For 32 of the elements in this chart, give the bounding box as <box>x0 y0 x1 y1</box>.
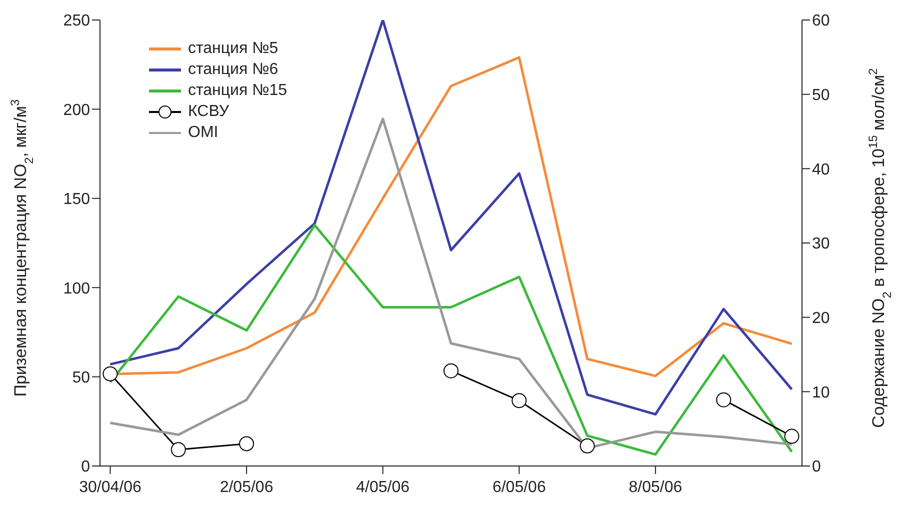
point <box>716 392 732 408</box>
x-tick-label: 30/04/06 <box>79 479 142 496</box>
point <box>444 363 458 378</box>
line-series <box>108 20 794 416</box>
y-tick-label: 50 <box>72 369 90 386</box>
point <box>102 366 118 382</box>
legend-label: станция №15 <box>187 81 288 101</box>
y2-tick-label: 40 <box>812 161 830 178</box>
y-tick-label: 150 <box>63 191 90 208</box>
x-tick-label: 8/05/06 <box>628 479 682 496</box>
x-tick-label: 4/05/06 <box>356 479 410 496</box>
x-tick-label: 6/05/06 <box>492 479 546 496</box>
point <box>512 393 527 408</box>
y-tick-label: 100 <box>63 280 90 298</box>
y-tick-label: 0 <box>81 458 90 476</box>
point <box>580 438 595 454</box>
y2-tick-label: 20 <box>812 310 830 328</box>
y2-tick-label: 0 <box>812 458 821 476</box>
point <box>170 442 186 458</box>
x-tick-label: 2/05/06 <box>220 479 274 496</box>
legend-label: OMI <box>187 123 220 143</box>
legend-label: станция №5 <box>187 39 280 59</box>
y2-tick-label: 50 <box>812 87 830 104</box>
y2-tick-label: 60 <box>812 12 830 30</box>
legend-label: станция №6 <box>187 60 280 80</box>
y2-tick-label: 30 <box>812 236 830 253</box>
point <box>239 436 254 452</box>
y-tick-label: 250 <box>63 12 90 30</box>
legend-label: КСВУ <box>187 102 230 122</box>
y2-tick-label: 10 <box>812 384 830 402</box>
y-tick-label: 200 <box>63 102 90 119</box>
point <box>784 428 800 444</box>
